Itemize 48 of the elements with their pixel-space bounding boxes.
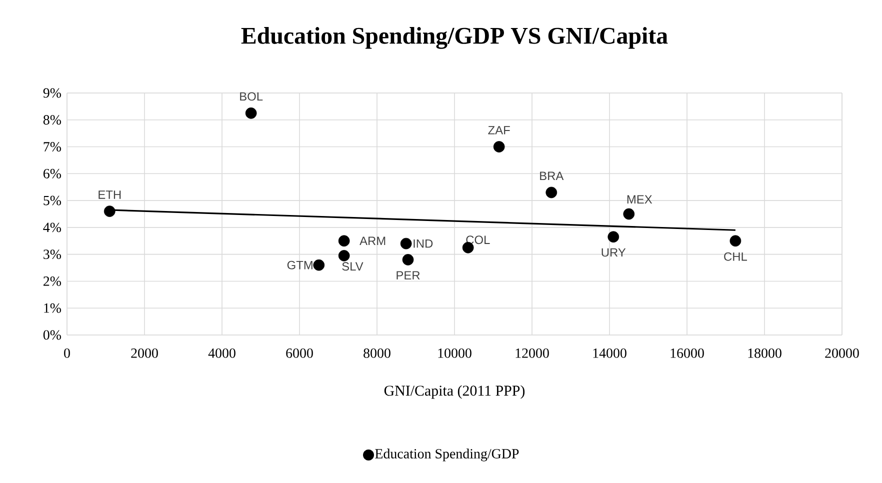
x-tick-label: 20000 [825,348,859,358]
x-tick-label: 16000 [670,348,704,358]
x-tick-label: 14000 [593,348,626,358]
point [400,238,412,250]
x-tick-label: 6000 [286,348,313,358]
x-axis-title: GNI/Capita (2011 PPP) [384,385,525,399]
point [730,235,742,247]
annotation: CHL [724,252,747,261]
point [313,259,325,271]
y-tick-label: 9% [43,88,62,98]
point [608,231,620,243]
y-tick-label: 3% [44,250,62,260]
annotation: ETH [98,190,121,199]
x-tick-label: 2000 [131,348,158,358]
point [338,235,350,247]
annotation: IND [414,239,433,248]
x-tick-label: 18000 [748,348,782,358]
y-tick-label: 1% [44,303,62,313]
x-tick-label: 8000 [364,348,390,358]
x-tick-label: 10000 [438,348,472,358]
y-tick-label: 6% [44,168,62,178]
annotation: GTM [287,260,312,270]
annotation: MEX [627,195,652,204]
point [338,250,350,262]
annotation: BOL [240,92,263,101]
annotation: ARM [360,236,386,245]
point [623,208,635,220]
annotation: PER [396,271,420,280]
x-tick-label: 0 [64,348,70,358]
annotation: SLV [342,262,364,271]
y-tick-label: 8% [43,115,62,125]
y-tick-label: 7% [44,142,62,152]
annotation: URY [602,248,626,257]
annotation: BRA [540,172,564,180]
point [245,107,257,119]
point [493,141,505,152]
annotation: ZAF [488,126,510,134]
point [546,186,558,198]
y-tick-label: 2% [44,276,62,286]
x-tick-label: 12000 [516,348,549,358]
chart-title: Education Spending/GDP VS GNI/Capita [241,27,668,49]
legend-label: Education Spending/GDP [375,448,519,462]
y-tick-label: 5% [44,196,62,206]
y-tick-label: 4% [43,222,62,232]
point [104,206,116,217]
x-tick-label: 4000 [208,348,236,358]
y-tick-label: 0% [43,330,62,340]
point [402,254,414,266]
